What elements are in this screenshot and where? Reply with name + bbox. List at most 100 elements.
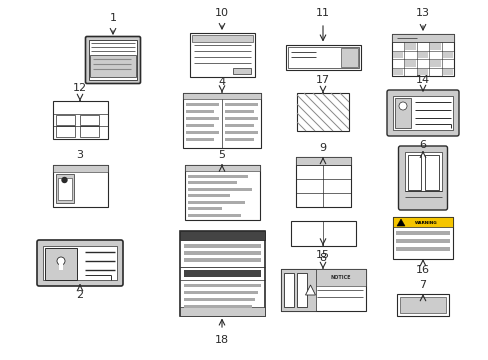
Text: 13: 13 [415,8,429,18]
Text: 18: 18 [215,335,228,345]
FancyBboxPatch shape [37,240,123,286]
Text: 10: 10 [215,8,228,18]
Text: 4: 4 [218,77,225,87]
Bar [187,201,244,203]
Bar [224,109,253,112]
Bar [407,155,420,190]
Bar [295,157,350,207]
Text: 17: 17 [315,75,329,85]
Bar [417,68,427,75]
Bar [392,68,403,75]
Bar [340,48,357,67]
Bar [185,103,218,105]
Text: 6: 6 [419,140,426,150]
Bar [395,239,449,243]
Bar [52,165,107,172]
Bar [183,284,260,287]
Bar [224,138,253,140]
Bar [189,33,254,77]
Bar [183,257,260,261]
Bar [185,123,213,126]
Bar [392,217,452,227]
Circle shape [57,257,65,265]
Bar [285,45,360,69]
Text: 12: 12 [73,83,87,93]
Bar [52,165,107,207]
Bar [179,230,264,239]
Bar [179,230,264,315]
Bar [280,269,316,311]
Bar [187,213,240,216]
Bar [59,264,63,270]
Bar [184,165,259,171]
Text: 3: 3 [76,150,83,160]
Bar [287,46,358,68]
Bar [424,155,438,190]
Bar [429,60,440,67]
Bar [395,247,449,251]
Bar [295,157,350,165]
Bar [391,34,453,42]
Bar [442,68,452,75]
Bar [89,40,137,80]
Bar [58,178,71,200]
Bar [442,51,452,58]
Bar [405,43,415,49]
FancyBboxPatch shape [386,90,458,136]
Bar [296,273,306,307]
Bar [316,269,365,286]
Bar [392,51,403,58]
Bar [296,93,348,131]
Bar [417,51,427,58]
Bar [90,55,136,77]
Bar [394,98,410,128]
Bar [280,269,365,311]
Bar [396,294,448,316]
Bar [187,207,222,210]
Bar [185,130,218,134]
Bar [183,291,257,293]
Bar [183,270,260,276]
FancyBboxPatch shape [85,36,140,84]
Bar [392,217,452,259]
Bar [45,248,77,280]
Text: 9: 9 [319,143,326,153]
Bar [183,93,261,99]
Bar [80,115,99,125]
Text: WARNING: WARNING [414,220,436,225]
Text: 1: 1 [109,13,116,23]
Bar [179,306,264,315]
Text: 5: 5 [218,150,225,160]
Bar [391,34,453,76]
Bar [183,297,254,301]
Text: 14: 14 [415,75,429,85]
Bar [55,115,75,125]
Polygon shape [305,285,315,295]
Circle shape [398,102,406,110]
Bar [80,126,99,137]
Text: 15: 15 [315,250,329,260]
Bar [185,109,213,112]
Bar [224,123,253,126]
Bar [224,130,257,134]
Bar [399,297,445,313]
Bar [55,174,73,203]
Bar [183,251,260,255]
Bar [224,103,257,105]
Bar [183,93,261,148]
Text: NOTICE: NOTICE [330,275,350,280]
Bar [187,175,248,177]
Bar [183,305,251,307]
Bar [184,165,259,220]
Bar [232,68,250,74]
Circle shape [62,177,67,183]
Text: 8: 8 [319,253,326,263]
Text: 11: 11 [315,8,329,18]
Bar [224,117,257,120]
Text: 16: 16 [415,265,429,275]
Bar [429,43,440,49]
Bar [187,194,229,197]
Bar [185,138,213,140]
Bar [55,126,75,137]
Bar [404,152,441,191]
